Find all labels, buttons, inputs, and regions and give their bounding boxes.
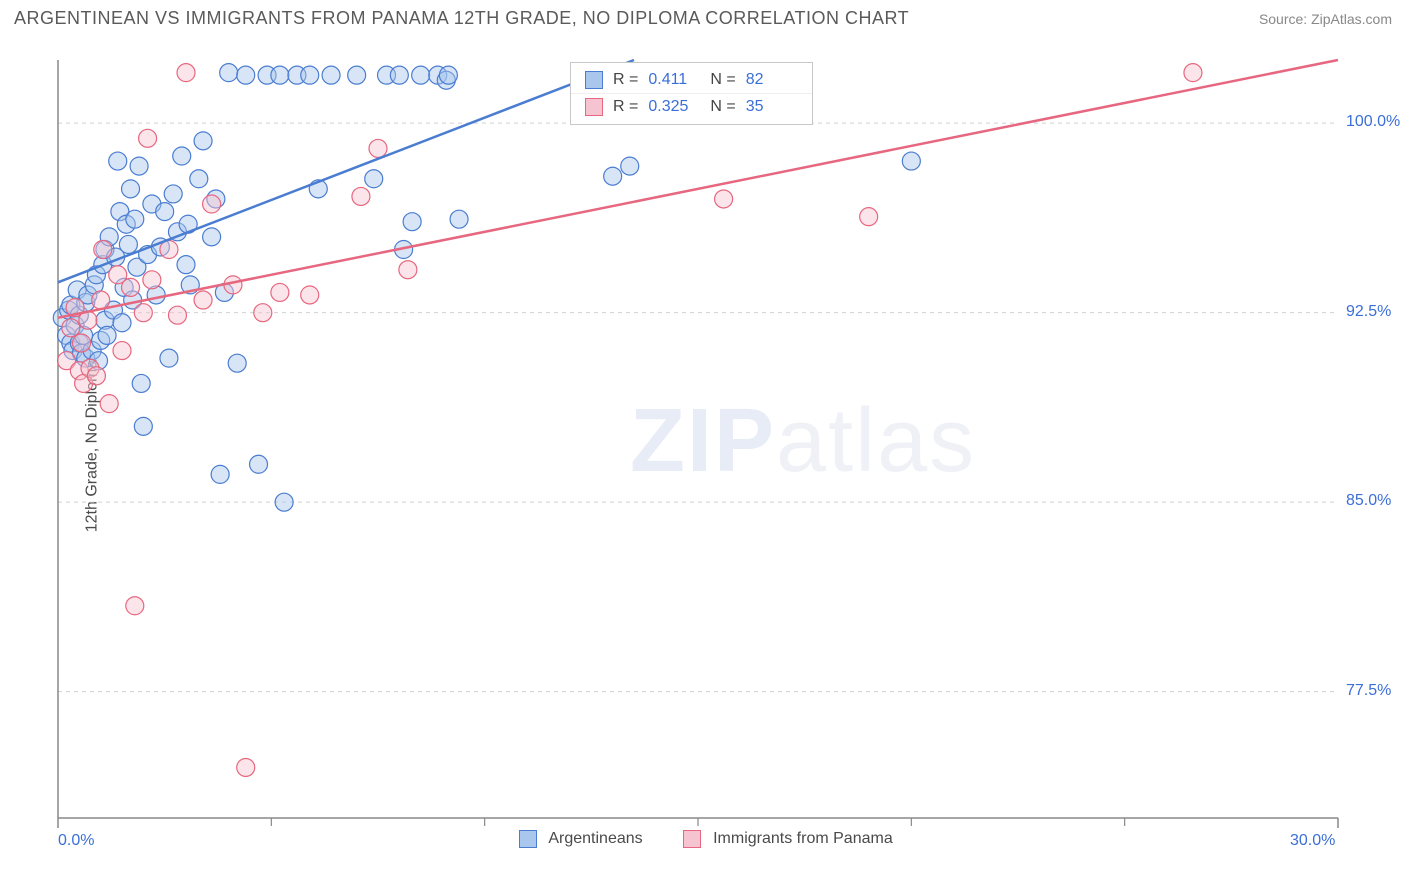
correlation-legend: R = 0.411 N = 82 R = 0.325 N = 35 — [570, 62, 813, 125]
legend-swatch — [585, 98, 603, 116]
legend-swatch — [519, 830, 537, 848]
n-label: N = — [710, 98, 735, 116]
n-value: 82 — [746, 71, 798, 89]
correlation-row: R = 0.411 N = 82 — [571, 67, 812, 93]
legend-item: Argentineans — [519, 830, 643, 848]
legend-label: Argentineans — [548, 830, 642, 847]
legend-label: Immigrants from Panama — [713, 830, 893, 847]
y-tick-label: 77.5% — [1346, 682, 1391, 700]
scatter-chart — [50, 48, 1398, 842]
n-value: 35 — [746, 98, 798, 116]
legend-item: Immigrants from Panama — [683, 830, 893, 848]
chart-title: ARGENTINEAN VS IMMIGRANTS FROM PANAMA 12… — [14, 8, 909, 29]
y-tick-label: 92.5% — [1346, 303, 1391, 321]
r-value: 0.325 — [648, 98, 700, 116]
legend-swatch — [585, 71, 603, 89]
source-attribution: Source: ZipAtlas.com — [1259, 11, 1392, 27]
series-legend: Argentineans Immigrants from Panama — [519, 830, 893, 848]
correlation-row: R = 0.325 N = 35 — [571, 93, 812, 120]
legend-swatch — [683, 830, 701, 848]
r-value: 0.411 — [648, 71, 700, 89]
x-tick-label: 0.0% — [58, 832, 94, 850]
r-label: R = — [613, 71, 638, 89]
n-label: N = — [710, 71, 735, 89]
x-tick-label: 30.0% — [1290, 832, 1335, 850]
plot-area: 77.5%85.0%92.5%100.0%0.0%30.0% — [50, 48, 1390, 828]
y-tick-label: 100.0% — [1346, 113, 1400, 131]
y-tick-label: 85.0% — [1346, 492, 1391, 510]
r-label: R = — [613, 98, 638, 116]
